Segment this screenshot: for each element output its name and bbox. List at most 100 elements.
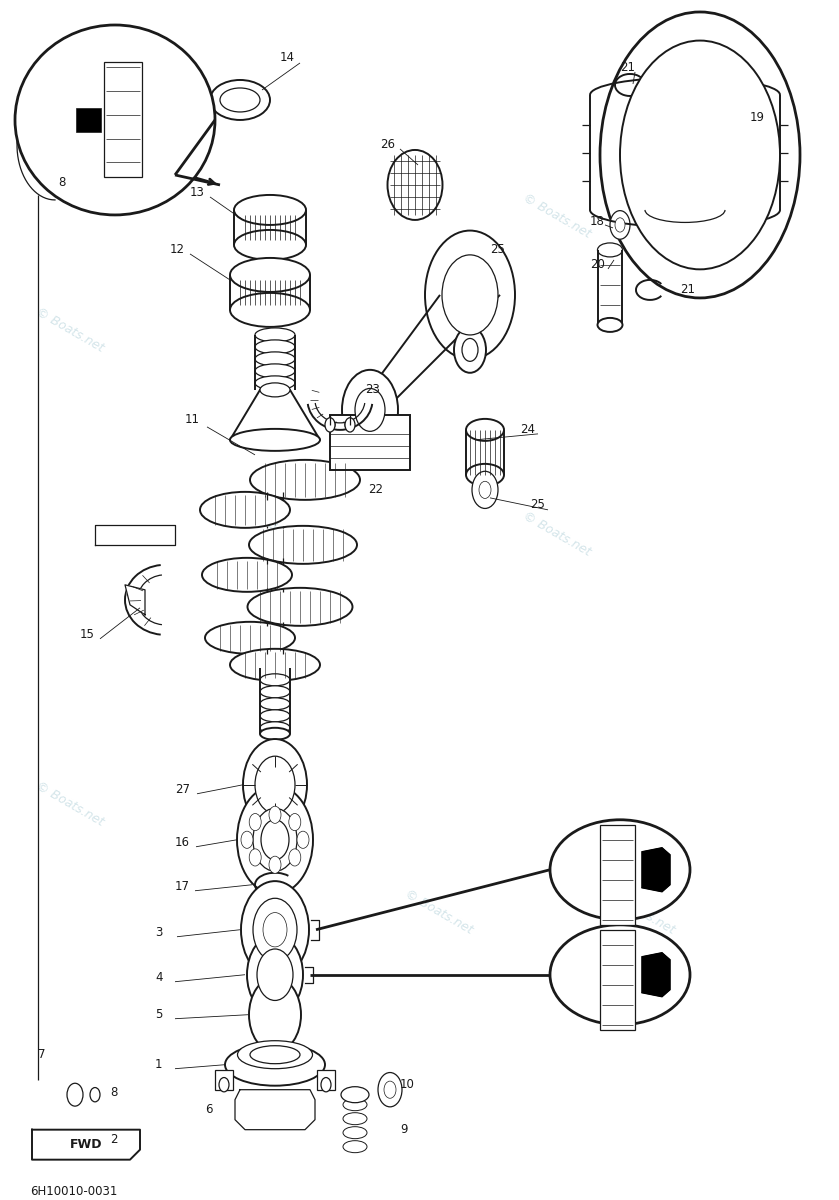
Circle shape [345, 418, 355, 432]
Ellipse shape [220, 88, 260, 112]
Bar [60, 186, 78, 193]
Circle shape [253, 809, 297, 871]
Text: 27: 27 [175, 784, 190, 797]
Text: 5: 5 [155, 1008, 163, 1021]
Circle shape [620, 41, 780, 269]
Text: 10: 10 [400, 1078, 414, 1091]
Ellipse shape [15, 25, 215, 215]
Polygon shape [235, 1090, 315, 1129]
Circle shape [454, 328, 486, 373]
Circle shape [247, 935, 303, 1015]
Polygon shape [642, 953, 670, 997]
Text: 13: 13 [190, 186, 205, 199]
Ellipse shape [343, 1112, 367, 1124]
Circle shape [249, 848, 261, 866]
Polygon shape [125, 584, 145, 614]
Ellipse shape [248, 588, 352, 626]
Bar [600, 930, 635, 1030]
Text: 4: 4 [155, 971, 163, 984]
Text: 15: 15 [80, 629, 95, 641]
Ellipse shape [249, 526, 357, 564]
Ellipse shape [343, 1127, 367, 1139]
Circle shape [615, 217, 625, 232]
Bar [317, 1069, 335, 1090]
Text: 6H10010-0031: 6H10010-0031 [30, 1186, 117, 1198]
Bar [104, 62, 143, 178]
Circle shape [47, 133, 63, 156]
Text: © Boats.net: © Boats.net [34, 779, 106, 828]
Ellipse shape [255, 364, 295, 378]
Ellipse shape [550, 820, 690, 919]
Circle shape [241, 832, 253, 848]
Text: 11: 11 [185, 413, 200, 426]
Text: 22: 22 [368, 484, 383, 497]
Ellipse shape [255, 376, 295, 390]
Text: 3: 3 [155, 926, 163, 940]
Circle shape [263, 912, 287, 947]
Circle shape [253, 899, 297, 961]
Circle shape [261, 820, 289, 859]
Text: 19: 19 [750, 112, 765, 125]
Text: 9: 9 [400, 1123, 408, 1136]
Circle shape [462, 338, 478, 361]
Polygon shape [230, 390, 320, 440]
Text: 12: 12 [170, 244, 185, 257]
Ellipse shape [343, 1099, 367, 1111]
Circle shape [321, 1078, 331, 1092]
Ellipse shape [234, 230, 306, 260]
Ellipse shape [260, 698, 290, 709]
Circle shape [289, 814, 301, 830]
Circle shape [384, 1081, 396, 1098]
Ellipse shape [597, 318, 623, 332]
Bar [215, 1069, 233, 1090]
Circle shape [600, 12, 800, 298]
Text: 8: 8 [58, 176, 65, 190]
Bar [330, 415, 410, 470]
Ellipse shape [466, 464, 504, 486]
Text: 8: 8 [110, 1086, 117, 1099]
Bar [76, 108, 102, 132]
Ellipse shape [255, 340, 295, 354]
Polygon shape [642, 847, 670, 892]
Circle shape [255, 756, 295, 814]
Text: © Boats.net: © Boats.net [34, 95, 106, 145]
Polygon shape [95, 524, 175, 545]
Circle shape [269, 806, 281, 823]
Circle shape [237, 786, 313, 894]
Ellipse shape [202, 558, 292, 592]
Text: 26: 26 [380, 138, 395, 151]
Text: 20: 20 [590, 258, 605, 271]
Circle shape [269, 856, 281, 874]
Ellipse shape [255, 328, 295, 342]
Ellipse shape [343, 1141, 367, 1153]
Text: 17: 17 [175, 881, 190, 893]
Polygon shape [32, 1129, 140, 1159]
Ellipse shape [250, 460, 360, 500]
Ellipse shape [260, 709, 290, 721]
Ellipse shape [237, 1040, 312, 1069]
Circle shape [243, 739, 307, 830]
Text: © Boats.net: © Boats.net [520, 191, 592, 241]
Circle shape [90, 1087, 100, 1102]
Ellipse shape [260, 383, 290, 397]
Bar [600, 824, 635, 925]
Circle shape [249, 814, 261, 830]
Ellipse shape [230, 428, 320, 451]
Text: 16: 16 [175, 836, 190, 850]
Text: 6: 6 [205, 1103, 212, 1116]
Circle shape [355, 389, 385, 431]
Ellipse shape [250, 1045, 300, 1063]
Ellipse shape [230, 649, 320, 680]
Circle shape [257, 949, 293, 1001]
Ellipse shape [200, 492, 290, 528]
Text: © Boats.net: © Boats.net [520, 509, 592, 558]
Ellipse shape [466, 419, 504, 440]
Text: 24: 24 [520, 424, 535, 437]
Text: FWD: FWD [70, 1138, 102, 1151]
Ellipse shape [341, 1087, 369, 1103]
Ellipse shape [260, 727, 290, 739]
Circle shape [325, 418, 335, 432]
Text: 2: 2 [110, 1133, 117, 1146]
Circle shape [51, 164, 59, 175]
Ellipse shape [260, 674, 290, 686]
